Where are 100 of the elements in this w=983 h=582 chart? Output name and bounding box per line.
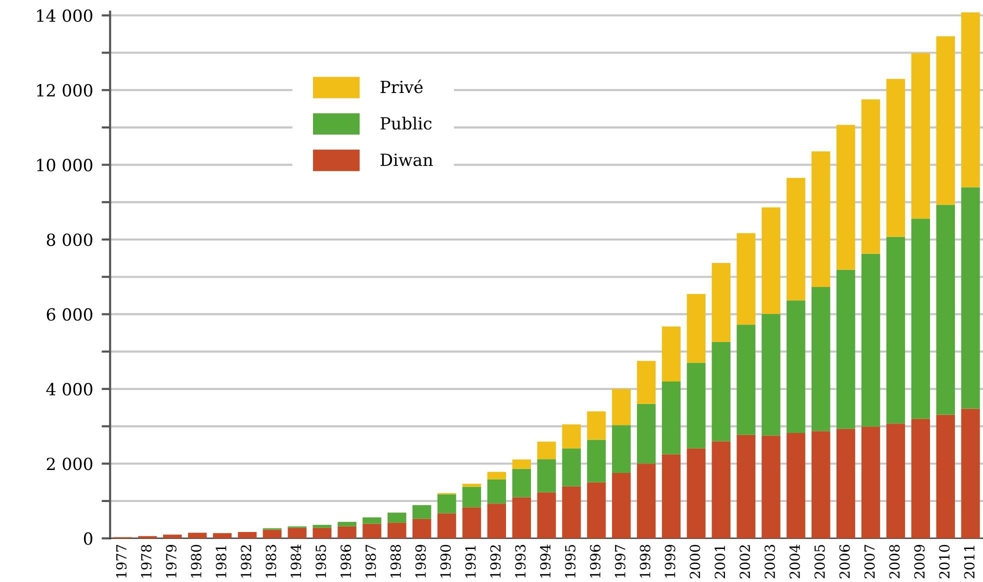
bar	[961, 12, 980, 188]
legend-label: Public	[380, 116, 432, 130]
bar	[812, 286, 830, 432]
bar	[487, 504, 506, 538]
x-tick-label: 1986	[340, 544, 352, 578]
y-tick-label: 0	[84, 532, 92, 545]
bar	[612, 425, 631, 473]
y-tick-label: 14 000	[37, 9, 92, 22]
bar	[936, 204, 955, 415]
bar	[362, 524, 382, 538]
bar	[662, 454, 681, 538]
y-tick-label: 8 000	[46, 233, 92, 246]
x-tick-label: 2001	[714, 546, 726, 578]
bar	[612, 388, 631, 426]
legend-label: Diwan	[380, 154, 433, 166]
bar	[462, 507, 482, 538]
x-tick-label: 1978	[141, 544, 152, 578]
bar	[861, 99, 880, 254]
y-tick-label: 2 000	[46, 458, 92, 470]
bar	[861, 254, 880, 427]
x-tick-label: 1990	[440, 544, 451, 578]
x-tick-label: 2002	[740, 545, 750, 578]
x-tick-label: 1982	[240, 545, 252, 578]
bar	[212, 533, 232, 538]
bar	[961, 187, 980, 409]
bar	[512, 460, 531, 469]
bar	[961, 408, 980, 538]
bar	[936, 414, 955, 538]
bar	[312, 524, 332, 528]
bar	[662, 326, 681, 382]
bar	[886, 78, 906, 237]
bar	[512, 468, 531, 498]
x-tick-label: 2000	[690, 544, 700, 578]
y-tick-label: 4 000	[46, 382, 92, 396]
y-tick-label: 6 000	[46, 308, 92, 321]
x-tick-label: 2010	[939, 544, 950, 578]
bar	[861, 426, 880, 538]
bar	[437, 494, 456, 514]
bar	[587, 482, 606, 538]
bar	[886, 424, 906, 538]
bar	[712, 441, 730, 538]
bar	[412, 518, 432, 538]
bar	[487, 472, 506, 480]
bar	[662, 381, 681, 454]
x-tick-label: 1981	[216, 546, 226, 578]
x-tick-label: 1977	[116, 544, 127, 578]
bar	[836, 124, 856, 270]
x-tick-label: 2006	[839, 544, 850, 578]
x-tick-label: 1998	[640, 544, 650, 578]
bar	[836, 270, 856, 429]
bar	[786, 433, 806, 538]
x-tick-label: 1984	[290, 544, 302, 578]
bar	[462, 486, 482, 508]
bar	[762, 207, 780, 314]
x-tick-label: 1983	[266, 544, 276, 578]
x-tick-label: 1987	[365, 544, 376, 578]
bar	[636, 464, 656, 538]
bar	[512, 497, 531, 538]
bar	[911, 53, 930, 219]
bar	[238, 532, 257, 538]
bar	[736, 434, 756, 538]
bar	[712, 342, 730, 442]
x-tick-label: 2011	[964, 546, 975, 578]
x-tick-label: 1993	[515, 544, 526, 578]
bar	[736, 324, 756, 435]
bar	[812, 431, 830, 538]
x-tick-label: 1996	[590, 544, 600, 578]
bar	[836, 428, 856, 538]
bar	[262, 530, 282, 538]
bar	[686, 362, 706, 448]
x-tick-label: 2004	[789, 544, 800, 578]
bar	[911, 218, 930, 419]
bar	[537, 459, 556, 492]
y-tick-label: 10 000	[37, 158, 92, 172]
x-tick-label: 1995	[565, 544, 576, 578]
bar	[686, 294, 706, 363]
bar	[636, 404, 656, 464]
bar	[686, 448, 706, 538]
bar	[587, 440, 606, 482]
x-tick-label: 1992	[490, 545, 501, 578]
x-tick-label: 1994	[540, 544, 551, 578]
x-tick-label: 2007	[864, 544, 875, 578]
x-tick-label: 1989	[415, 544, 426, 578]
x-tick-label: 1988	[390, 544, 401, 578]
bar	[587, 411, 606, 440]
x-tick-label: 1980	[190, 544, 202, 578]
x-tick-label: 2008	[889, 544, 900, 578]
bar	[537, 492, 556, 538]
bar	[437, 513, 456, 538]
bar	[362, 517, 382, 524]
bar	[562, 448, 581, 486]
bar	[712, 263, 730, 342]
x-tick-label: 1991	[465, 546, 476, 578]
y-tick-label: 12 000	[37, 84, 92, 97]
bar	[786, 300, 806, 434]
x-tick-label: 1999	[664, 544, 676, 578]
bar	[537, 442, 556, 460]
bar	[288, 528, 306, 538]
bar	[911, 418, 930, 538]
bar	[188, 532, 207, 538]
